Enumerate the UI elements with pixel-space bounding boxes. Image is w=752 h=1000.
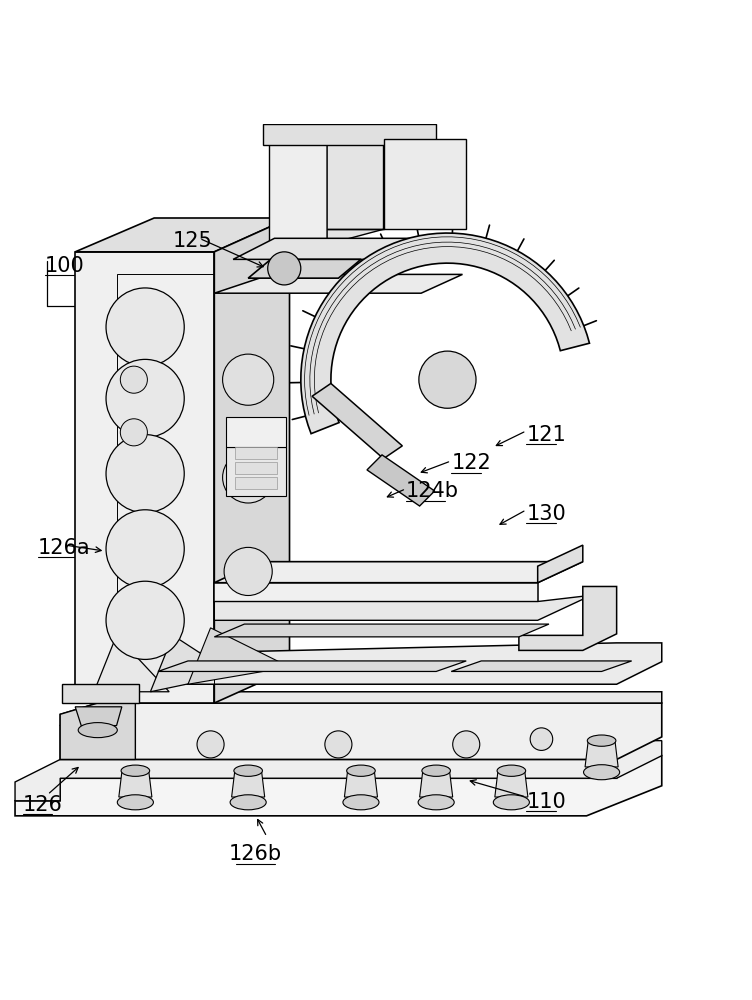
Polygon shape	[495, 772, 528, 797]
Polygon shape	[585, 742, 618, 767]
Polygon shape	[214, 562, 583, 583]
Ellipse shape	[347, 765, 375, 776]
Polygon shape	[15, 756, 662, 816]
Polygon shape	[60, 692, 135, 759]
Ellipse shape	[422, 765, 450, 776]
Text: 110: 110	[526, 792, 566, 812]
Polygon shape	[188, 628, 290, 684]
Circle shape	[223, 354, 274, 405]
Polygon shape	[60, 692, 662, 726]
Polygon shape	[233, 238, 410, 259]
Polygon shape	[367, 455, 435, 506]
Polygon shape	[75, 252, 214, 703]
Polygon shape	[214, 274, 462, 293]
Circle shape	[223, 452, 274, 503]
Ellipse shape	[78, 723, 117, 738]
Polygon shape	[248, 259, 361, 278]
Polygon shape	[312, 383, 402, 459]
Polygon shape	[150, 635, 233, 692]
Polygon shape	[75, 707, 122, 726]
Polygon shape	[15, 741, 662, 801]
Polygon shape	[214, 624, 549, 637]
Polygon shape	[301, 233, 590, 434]
Text: 125: 125	[173, 231, 213, 251]
Circle shape	[224, 547, 272, 596]
Polygon shape	[263, 124, 436, 145]
Polygon shape	[135, 643, 662, 684]
Circle shape	[120, 419, 147, 446]
Ellipse shape	[117, 795, 153, 810]
Polygon shape	[235, 447, 277, 459]
Polygon shape	[327, 139, 384, 244]
Circle shape	[106, 435, 184, 513]
Circle shape	[197, 731, 224, 758]
Polygon shape	[235, 477, 277, 489]
Ellipse shape	[230, 795, 266, 810]
Text: 100: 100	[45, 256, 85, 276]
Polygon shape	[451, 661, 632, 671]
Polygon shape	[62, 684, 139, 703]
Circle shape	[120, 366, 147, 393]
Polygon shape	[327, 139, 466, 229]
Polygon shape	[94, 635, 169, 692]
Ellipse shape	[493, 795, 529, 810]
Polygon shape	[232, 772, 265, 797]
Polygon shape	[158, 661, 466, 671]
Circle shape	[106, 359, 184, 438]
Text: 126b: 126b	[229, 844, 282, 864]
Polygon shape	[214, 596, 583, 620]
Polygon shape	[119, 772, 152, 797]
Polygon shape	[269, 139, 327, 244]
Polygon shape	[214, 218, 290, 703]
Circle shape	[325, 731, 352, 758]
Polygon shape	[75, 218, 290, 252]
Polygon shape	[344, 772, 378, 797]
Polygon shape	[538, 545, 583, 583]
Circle shape	[106, 288, 184, 366]
Text: 124b: 124b	[406, 481, 459, 501]
Circle shape	[453, 731, 480, 758]
Polygon shape	[420, 772, 453, 797]
Text: 130: 130	[526, 504, 566, 524]
Polygon shape	[235, 462, 277, 474]
Ellipse shape	[584, 765, 620, 780]
Ellipse shape	[234, 765, 262, 776]
Circle shape	[530, 728, 553, 750]
Polygon shape	[226, 447, 286, 496]
Polygon shape	[60, 703, 662, 759]
Text: 121: 121	[526, 425, 566, 445]
Ellipse shape	[587, 735, 616, 746]
Circle shape	[106, 581, 184, 659]
Text: 126: 126	[23, 795, 62, 815]
Ellipse shape	[343, 795, 379, 810]
Ellipse shape	[418, 795, 454, 810]
Circle shape	[106, 510, 184, 588]
Polygon shape	[519, 586, 617, 650]
Circle shape	[419, 351, 476, 408]
Circle shape	[268, 252, 301, 285]
Text: 122: 122	[451, 453, 491, 473]
Ellipse shape	[121, 765, 150, 776]
Polygon shape	[214, 583, 538, 602]
Ellipse shape	[497, 765, 526, 776]
Polygon shape	[226, 417, 286, 447]
Text: 126a: 126a	[38, 538, 90, 558]
